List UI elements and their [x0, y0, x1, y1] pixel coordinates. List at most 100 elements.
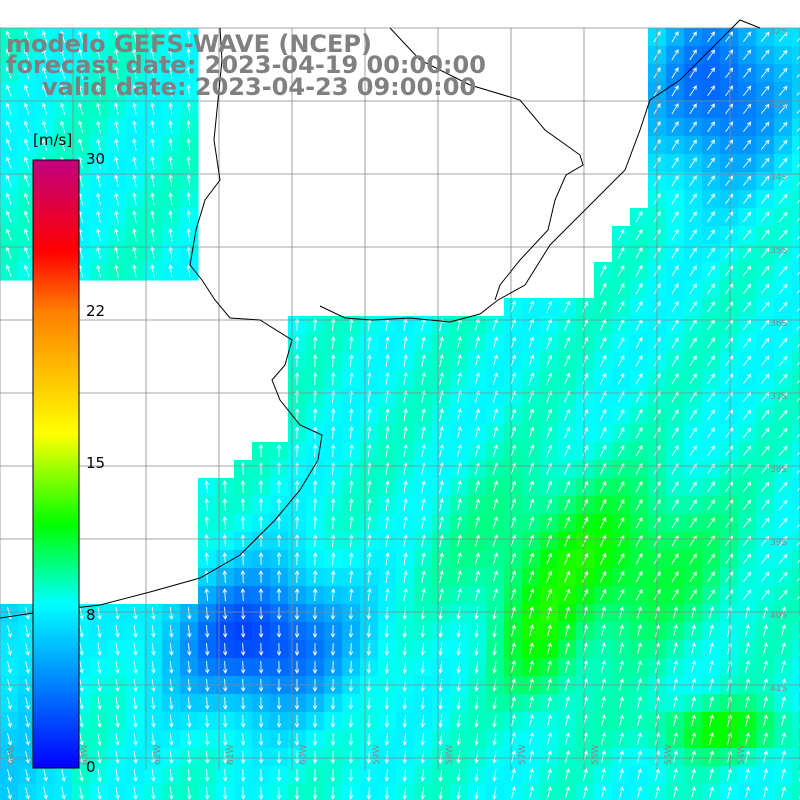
- wind-arrow: [778, 283, 788, 294]
- wind-arrow: [457, 336, 462, 349]
- wind-arrow: [150, 174, 155, 187]
- wind-arrow: [294, 606, 300, 620]
- wind-arrow: [582, 444, 589, 457]
- wind-arrow: [671, 409, 679, 421]
- colorbar-tick: 22: [86, 302, 106, 320]
- wind-arrow: [420, 624, 426, 638]
- wind-arrow: [385, 570, 390, 583]
- wind-arrow: [689, 229, 697, 241]
- wind-arrow: [330, 534, 336, 548]
- wind-arrow: [760, 373, 770, 384]
- wind-arrow: [707, 31, 715, 43]
- wind-arrow: [23, 156, 30, 169]
- wind-arrow: [168, 156, 173, 170]
- wind-arrow: [79, 769, 84, 782]
- wind-arrow: [294, 480, 300, 494]
- wind-arrow: [204, 534, 210, 548]
- wind-arrow: [385, 372, 390, 385]
- wind-arrow: [25, 643, 30, 656]
- wind-arrow: [204, 696, 210, 710]
- wind-arrow: [689, 157, 697, 169]
- wind-arrow: [599, 534, 607, 547]
- wind-arrow: [348, 552, 354, 566]
- wind-speed-cell: [792, 118, 800, 137]
- wind-arrow: [619, 750, 624, 763]
- wind-arrow: [599, 282, 607, 295]
- wind-arrow: [528, 408, 535, 421]
- wind-arrow: [781, 786, 786, 799]
- wind-arrow: [403, 570, 408, 583]
- wind-arrow: [742, 121, 752, 133]
- wind-arrow: [707, 265, 715, 277]
- wind-arrow: [276, 642, 282, 656]
- wind-arrow: [528, 498, 535, 511]
- wind-arrow: [582, 426, 589, 439]
- wind-arrow: [294, 624, 300, 638]
- wind-arrow: [742, 229, 752, 241]
- wind-arrow: [420, 714, 426, 728]
- wind-arrow: [742, 283, 752, 295]
- wind-arrow: [96, 84, 101, 97]
- wind-arrow: [564, 336, 571, 349]
- wind-arrow: [258, 570, 264, 584]
- wind-arrow: [115, 697, 120, 710]
- wind-arrow: [151, 786, 156, 800]
- wind-arrow: [97, 625, 102, 638]
- wind-arrow: [635, 264, 643, 277]
- wind-arrow: [132, 138, 137, 151]
- wind-arrow: [635, 534, 643, 547]
- wind-arrow: [258, 534, 264, 548]
- wind-arrow: [582, 300, 589, 313]
- wind-arrow: [41, 138, 48, 151]
- wind-arrow: [312, 318, 318, 332]
- wind-arrow: [546, 498, 553, 511]
- wind-arrow: [689, 553, 697, 565]
- wind-arrow: [742, 373, 752, 385]
- wind-arrow: [222, 768, 228, 782]
- wind-arrow: [97, 787, 102, 800]
- wind-arrow: [330, 354, 336, 368]
- wind-arrow: [348, 768, 354, 782]
- wind-arrow: [5, 120, 12, 133]
- wind-arrow: [384, 696, 390, 710]
- wind-arrow: [204, 588, 210, 602]
- wind-arrow: [637, 696, 642, 709]
- wind-arrow: [403, 318, 408, 331]
- wind-arrow: [582, 570, 589, 583]
- wind-arrow: [240, 642, 246, 656]
- wind-arrow: [23, 102, 30, 115]
- wind-arrow: [96, 228, 101, 241]
- wind-arrow: [385, 534, 390, 547]
- wind-arrow: [689, 175, 697, 187]
- wind-arrow: [778, 85, 788, 96]
- wind-arrow: [456, 642, 461, 656]
- wind-arrow: [763, 696, 768, 709]
- wind-arrow: [78, 66, 84, 79]
- wind-arrow: [456, 624, 461, 638]
- wind-arrow: [635, 246, 643, 259]
- wind-arrow: [511, 606, 516, 619]
- wind-arrow: [599, 408, 607, 421]
- wind-arrow: [601, 786, 606, 799]
- wind-arrow: [420, 660, 426, 674]
- wind-arrow: [546, 354, 553, 367]
- wind-arrow: [781, 696, 786, 709]
- colorbar-gradient: [32, 159, 80, 769]
- wind-arrow: [5, 102, 12, 115]
- wind-arrow: [474, 354, 480, 367]
- latitude-label: 40S: [770, 611, 787, 621]
- colorbar-unit: [m/s]: [33, 131, 73, 149]
- wind-arrow: [546, 552, 553, 565]
- wind-arrow: [312, 624, 318, 638]
- wind-arrow: [619, 660, 624, 673]
- wind-arrow: [510, 588, 517, 601]
- wind-arrow: [240, 660, 246, 674]
- wind-arrow: [707, 49, 715, 61]
- wind-arrow: [312, 768, 318, 782]
- wind-arrow: [330, 318, 336, 332]
- wind-speed-cell: [792, 46, 800, 65]
- wind-arrow: [778, 409, 788, 420]
- wind-arrow: [529, 714, 534, 727]
- wind-arrow: [115, 787, 120, 800]
- wind-speed-field: [0, 28, 800, 800]
